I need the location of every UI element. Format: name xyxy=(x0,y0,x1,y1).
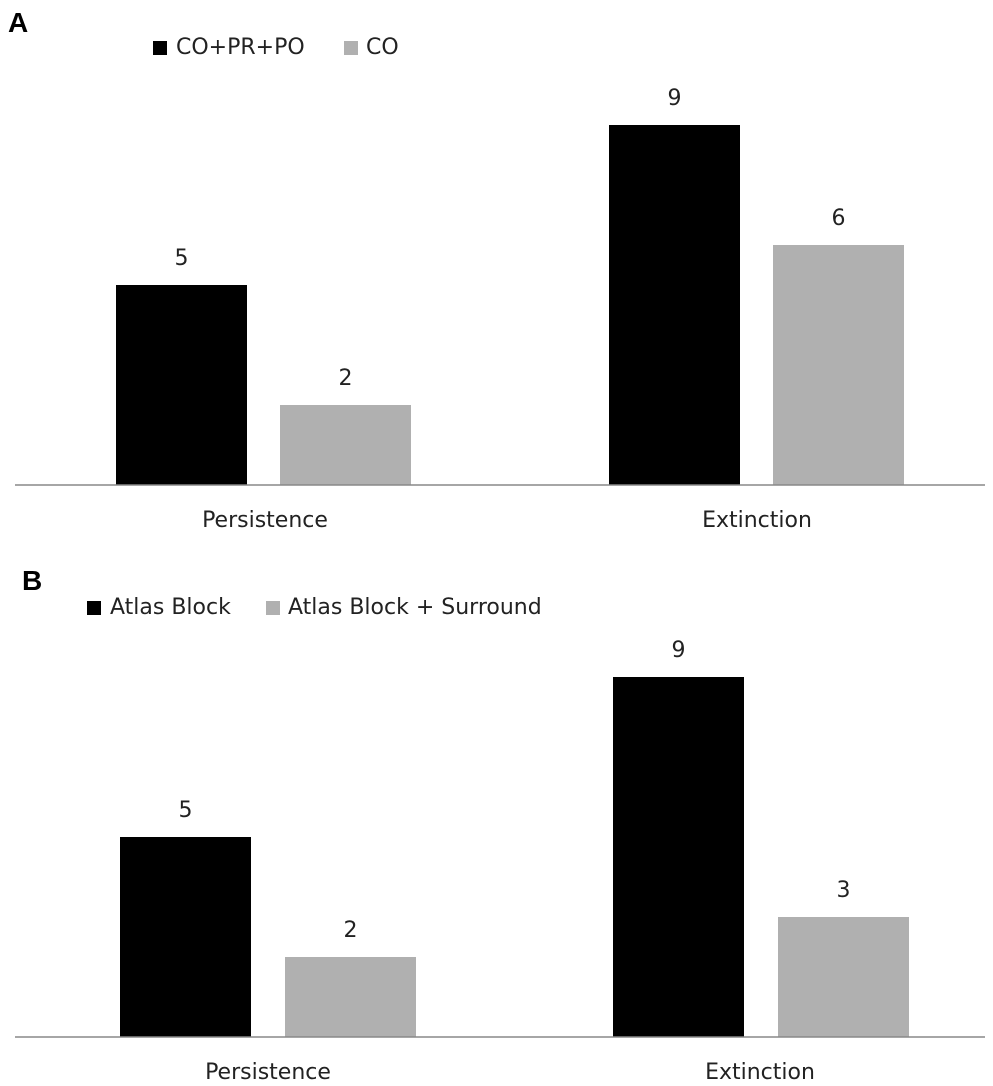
chart-panel-a: A CO+PR+PO CO 5 2 Persistence 9 6 Extinction xyxy=(8,7,985,533)
category-label-persistence: Persistence xyxy=(205,1060,331,1085)
category-label-extinction: Extinction xyxy=(702,508,812,533)
data-label-extinction-series-2: 3 xyxy=(837,878,851,903)
category-label-extinction: Extinction xyxy=(705,1060,815,1085)
data-label-extinction-series-1: 9 xyxy=(668,86,682,111)
bar-extinction-series-2 xyxy=(773,245,904,485)
legend-swatch-1 xyxy=(87,601,101,615)
bar-persistence-series-2 xyxy=(280,405,411,485)
chart-panel-b: B Atlas Block Atlas Block + Surround 5 2 Pers… xyxy=(15,565,985,1085)
data-label-persistence-series-2: 2 xyxy=(339,366,353,391)
bar-persistence-series-1 xyxy=(120,837,251,1037)
bar-extinction-series-2 xyxy=(778,917,909,1037)
bar-extinction-series-1 xyxy=(609,125,740,485)
legend-swatch-2 xyxy=(344,41,358,55)
legend-label-2: CO xyxy=(366,35,399,60)
data-label-persistence-series-1: 5 xyxy=(175,246,189,271)
panel-label: A xyxy=(8,7,28,38)
legend-label-1: CO+PR+PO xyxy=(176,35,305,60)
legend-label-1: Atlas Block xyxy=(110,595,231,620)
legend-swatch-2 xyxy=(266,601,280,615)
bar-extinction-series-1 xyxy=(613,677,744,1037)
bar-persistence-series-1 xyxy=(116,285,247,485)
data-label-persistence-series-1: 5 xyxy=(179,798,193,823)
panel-label: B xyxy=(22,565,42,596)
data-label-extinction-series-1: 9 xyxy=(672,638,686,663)
bar-persistence-series-2 xyxy=(285,957,416,1037)
legend-swatch-1 xyxy=(153,41,167,55)
legend-label-2: Atlas Block + Surround xyxy=(288,595,542,620)
category-label-persistence: Persistence xyxy=(202,508,328,533)
data-label-extinction-series-2: 6 xyxy=(832,206,846,231)
data-label-persistence-series-2: 2 xyxy=(344,918,358,943)
